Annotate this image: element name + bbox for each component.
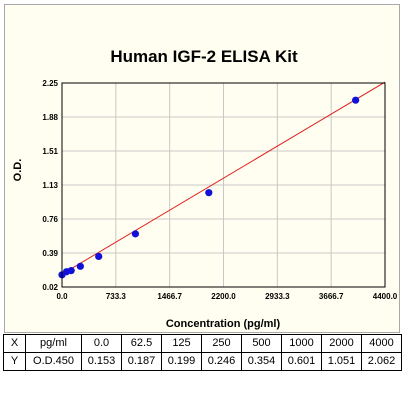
table-cell-x: pg/ml xyxy=(25,334,82,353)
table-cell-x: 500 xyxy=(241,334,282,353)
table-cell-x: 1000 xyxy=(281,334,322,353)
x-tick-label: 1466.7 xyxy=(157,292,182,301)
data-point xyxy=(76,262,84,270)
table-cell-x: 4000 xyxy=(361,334,402,353)
y-tick-label: 1.13 xyxy=(42,181,58,190)
x-tick-labels: 0.0 733.3 1466.7 2200.0 2933.3 3666.7 4400.0 xyxy=(56,292,397,301)
data-point xyxy=(95,252,103,261)
y-tick-labels: 0.02 0.39 0.76 1.13 1.51 1.88 2.25 xyxy=(42,79,58,292)
chart-panel: Human IGF-2 ELISA Kit 0.0 733.3 1466.7 2200… xyxy=(4,4,400,333)
x-tick-label: 2933.3 xyxy=(265,292,290,301)
data-point xyxy=(205,189,213,197)
x-tick-label: 733.3 xyxy=(106,292,127,301)
x-axis-title: Concentration (pg/ml) xyxy=(166,318,281,330)
x-tick-label: 0.0 xyxy=(56,292,68,301)
y-tick-label: 0.39 xyxy=(42,249,58,258)
fit-line-group xyxy=(61,81,386,275)
data-point xyxy=(131,230,140,238)
table-cell-y: 0.601 xyxy=(281,352,322,371)
table-cell-x: X xyxy=(3,334,26,353)
y-tick-label: 0.76 xyxy=(42,215,58,224)
grid xyxy=(62,83,385,287)
table-cell-y: O.D.450 xyxy=(25,352,82,371)
table-cell-y: 0.246 xyxy=(201,352,242,371)
x-tick-label: 2200.0 xyxy=(211,292,236,301)
y-tick-label: 2.25 xyxy=(42,79,58,88)
table-cell-y: 0.187 xyxy=(121,352,162,371)
table-cell-y: 1.051 xyxy=(321,352,362,371)
y-tick-label: 1.51 xyxy=(42,147,58,156)
table-cell-x: 250 xyxy=(201,334,242,353)
table-cell-x: 125 xyxy=(161,334,202,353)
table-cell-y: 0.199 xyxy=(161,352,202,371)
table-cell-x: 0.0 xyxy=(81,334,122,353)
y-tick-label: 0.02 xyxy=(42,283,58,292)
table-cell-y: Y xyxy=(3,352,26,371)
table-cell-y: 0.153 xyxy=(81,352,122,371)
fit-line xyxy=(61,81,386,275)
table-cell-x: 62.5 xyxy=(121,334,162,353)
x-tick-label: 3666.7 xyxy=(319,292,344,301)
x-tick-label: 4400.0 xyxy=(373,292,398,301)
table-cell-y: 2.062 xyxy=(361,352,402,371)
scatter-chart: Human IGF-2 ELISA Kit 0.0 733.3 1466.7 2200… xyxy=(12,47,398,330)
chart-title: Human IGF-2 ELISA Kit xyxy=(110,47,298,66)
plot-border xyxy=(61,82,386,288)
table-cell-x: 2000 xyxy=(321,334,362,353)
table-row-y: Y O.D.450 0.153 0.187 0.199 0.246 0.354 0.601 1.… xyxy=(3,352,402,371)
y-tick-label: 1.88 xyxy=(42,113,58,122)
data-point xyxy=(352,96,360,104)
y-axis-title: O.D. xyxy=(12,159,24,182)
data-point xyxy=(67,267,75,275)
table-cell-y: 0.354 xyxy=(241,352,282,371)
